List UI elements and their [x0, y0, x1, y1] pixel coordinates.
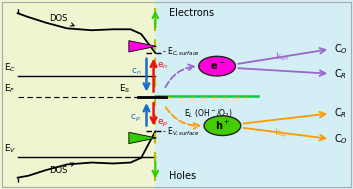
Text: e$_p$: e$_p$	[157, 118, 168, 129]
Text: c$_p$: c$_p$	[130, 113, 141, 124]
Text: Holes: Holes	[169, 171, 197, 181]
Text: k$_{sp}$: k$_{sp}$	[274, 127, 288, 140]
Polygon shape	[129, 41, 156, 52]
Text: e$^-$: e$^-$	[210, 61, 225, 72]
Text: E$_F$: E$_F$	[4, 83, 15, 95]
Text: e$_n$: e$_n$	[157, 60, 168, 71]
Circle shape	[199, 56, 235, 76]
Text: Electrons: Electrons	[169, 8, 215, 18]
Text: C$_O$: C$_O$	[334, 132, 348, 146]
FancyBboxPatch shape	[155, 0, 353, 189]
Text: E$_L$ (OH$^-$/O$_2$): E$_L$ (OH$^-$/O$_2$)	[184, 108, 232, 120]
Text: DOS: DOS	[49, 163, 74, 175]
Text: E$_S$: E$_S$	[119, 83, 131, 95]
Text: k$_{sn}$: k$_{sn}$	[275, 50, 289, 63]
Circle shape	[204, 116, 241, 136]
Text: DOS: DOS	[49, 14, 74, 26]
Text: C$_R$: C$_R$	[334, 106, 347, 120]
Text: - E$_{C,surface}$: - E$_{C,surface}$	[162, 46, 201, 58]
Polygon shape	[129, 132, 156, 144]
Text: C$_R$: C$_R$	[334, 67, 347, 81]
Text: E$_C$: E$_C$	[4, 61, 16, 74]
FancyBboxPatch shape	[0, 0, 155, 189]
Text: h$^+$: h$^+$	[215, 119, 230, 132]
Text: E$_V$: E$_V$	[4, 143, 16, 155]
Text: - E$_{V,surface}$: - E$_{V,surface}$	[162, 126, 201, 138]
Text: c$_n$: c$_n$	[131, 66, 141, 77]
Text: C$_O$: C$_O$	[334, 42, 348, 56]
